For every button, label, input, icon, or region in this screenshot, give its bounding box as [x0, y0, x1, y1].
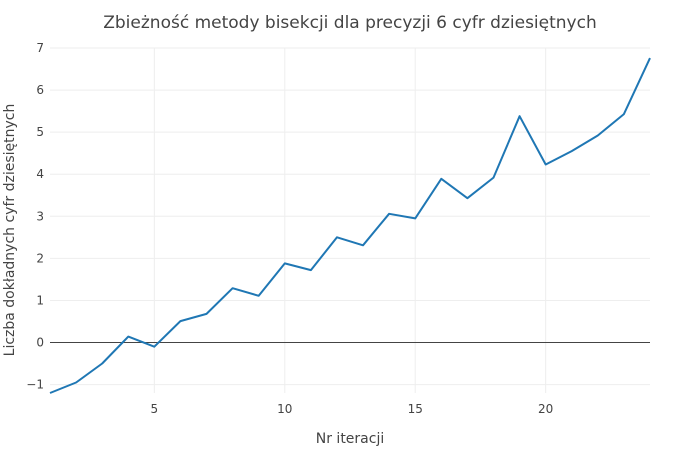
series-line	[49, 57, 651, 394]
x-axis-label: Nr iteracji	[315, 431, 385, 447]
x-tick-label: 15	[408, 402, 423, 416]
y-tick-label: 0	[36, 336, 44, 350]
y-tick-label: 5	[36, 125, 44, 139]
y-tick-label: −1	[26, 378, 44, 392]
y-tick-label: 6	[36, 83, 44, 97]
y-tick-label: 4	[36, 167, 44, 181]
y-axis-label: Liczba dokładnych cyfr dziesiętnych	[2, 103, 18, 357]
y-tick-label: 2	[36, 251, 44, 265]
y-tick-label: 7	[36, 41, 44, 55]
y-tick-label: 3	[36, 209, 44, 223]
y-tick-label: 1	[36, 293, 44, 307]
x-tick-label: 5	[151, 402, 159, 416]
x-tick-label: 20	[538, 402, 553, 416]
x-tick-label: 10	[277, 402, 292, 416]
chart-title: Zbieżność metody bisekcji dla precyzji 6…	[103, 13, 597, 33]
